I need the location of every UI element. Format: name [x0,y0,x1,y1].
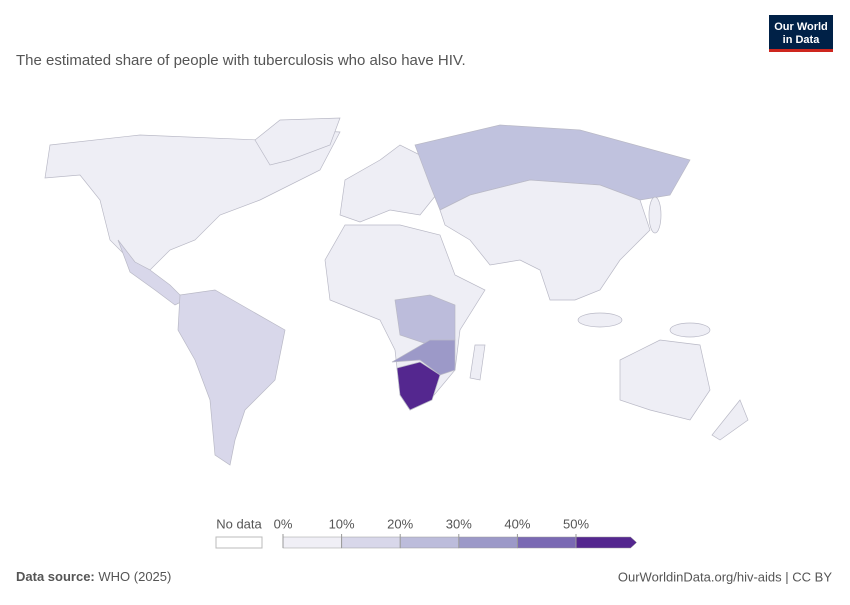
indonesia[interactable] [577,312,623,328]
source-label: Data source: [16,569,95,584]
south-america[interactable] [177,289,286,466]
legend: No data 0% 10% 20% 30% 40% 50% [215,516,637,549]
logo-box [769,15,833,51]
legend-no-data-label: No data [216,516,262,531]
subtitle: The estimated share of people with tuber… [16,52,466,69]
papua-new-guinea[interactable] [669,322,711,338]
legend-swatch [458,536,518,549]
south-africa[interactable] [396,361,441,411]
southern-africa[interactable] [391,339,456,376]
asia[interactable] [439,179,651,301]
legend-tick-label: 40% [504,516,530,531]
legend-tick-label: 50% [563,516,589,531]
madagascar[interactable] [469,344,486,381]
footer-url[interactable]: OurWorldinData.org/hiv-aids | CC BY [618,569,832,584]
legend-tick-label: 30% [446,516,472,531]
legend-swatch [517,536,577,549]
japan[interactable] [648,196,662,234]
logo[interactable]: Our World in Data [769,15,833,52]
map [44,117,749,466]
new-zealand[interactable] [711,399,749,441]
legend-tick-label: 0% [274,516,293,531]
legend-swatch [399,536,460,549]
footer-source: Data source: WHO (2025) [16,569,171,584]
legend-no-data-swatch [215,536,263,549]
logo-text: in Data [783,34,821,46]
source: WHO (2025) [98,569,171,584]
legend-tick-label: 20% [387,516,413,531]
australia[interactable] [619,339,711,421]
legend-swatch [575,536,637,549]
legend-swatch [341,536,401,549]
logo-bar [769,49,833,52]
logo-text: Our World [774,21,828,33]
legend-swatch [282,536,342,549]
legend-tick-label: 10% [329,516,355,531]
greenland[interactable] [254,117,341,166]
